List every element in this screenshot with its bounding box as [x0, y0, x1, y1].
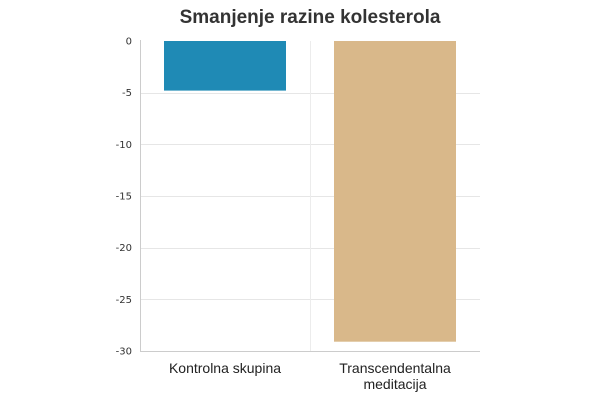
axis-layer — [140, 40, 480, 352]
y-tick-label: -20 — [116, 243, 132, 254]
bar[interactable] — [164, 41, 286, 91]
y-tick-label: 0 — [126, 37, 132, 48]
x-tick-label: Kontrolna skupina — [169, 360, 281, 376]
y-tick-label: -10 — [116, 140, 132, 151]
x-tick-label: Transcendentalna meditacija — [339, 360, 451, 392]
bar[interactable] — [334, 41, 456, 342]
y-tick-label: -30 — [116, 347, 132, 358]
chart-title: Smanjenje razine kolesterola — [180, 7, 441, 28]
y-tick-label: -25 — [116, 295, 132, 306]
bar-layer — [164, 41, 456, 342]
label-layer: 0 -5 -10 -15 -20 -25 -30 Kontrolna skupina Trans… — [116, 37, 451, 393]
y-tick-label: -15 — [116, 192, 132, 203]
y-tick-label: -5 — [122, 88, 132, 99]
